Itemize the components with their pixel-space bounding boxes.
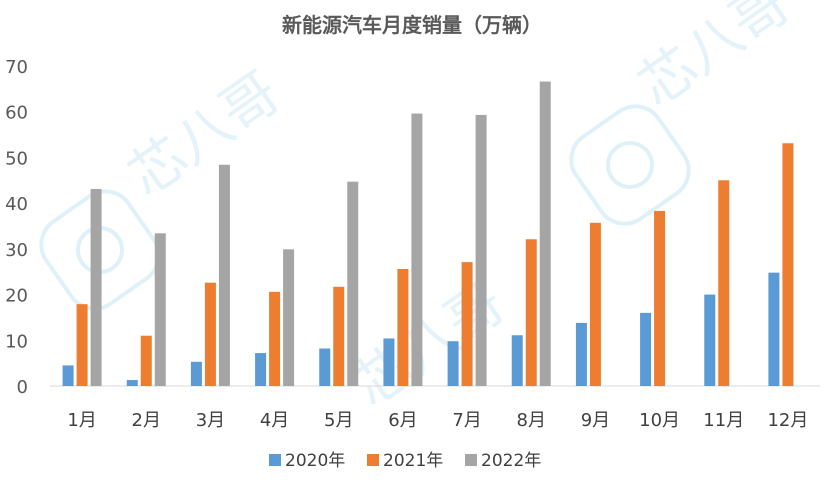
bar-1-12 — [768, 272, 780, 386]
bar-2-6 — [397, 268, 409, 386]
bar-3-4 — [283, 249, 295, 386]
chart-title: 新能源汽车月度销量（万辆） — [282, 13, 542, 37]
bar-1-9 — [575, 322, 587, 386]
bar-3-3 — [218, 164, 230, 386]
bar-2-10 — [654, 210, 666, 386]
bar-1-2 — [126, 380, 138, 386]
bar-2-2 — [140, 335, 152, 386]
legend: 2020年 2021年 2022年 — [269, 451, 541, 471]
legend-swatch — [367, 454, 379, 466]
bar-3-7 — [475, 114, 487, 387]
x-tick-label: 4月 — [260, 410, 289, 431]
bar-2-7 — [461, 262, 473, 386]
y-tick-label: 10 — [5, 331, 28, 352]
bars — [62, 81, 794, 387]
bar-1-8 — [511, 335, 523, 386]
y-axis: 0 10 20 30 40 50 60 70 — [5, 57, 28, 398]
bar-1-6 — [383, 338, 395, 386]
y-tick-label: 70 — [5, 57, 28, 78]
watermark-text: 芯八哥 — [627, 0, 802, 120]
x-tick-label: 6月 — [388, 410, 417, 431]
bar-1-3 — [190, 361, 202, 386]
watermark-text: 芯八哥 — [117, 60, 292, 210]
legend-swatch — [465, 454, 477, 466]
x-tick-label: 9月 — [581, 410, 610, 431]
x-tick-label: 1月 — [67, 410, 96, 431]
bar-2-12 — [782, 143, 794, 386]
y-tick-label: 50 — [5, 148, 28, 169]
bar-1-4 — [255, 353, 267, 386]
bar-2-8 — [525, 239, 537, 386]
bar-2-3 — [204, 282, 216, 386]
bar-2-5 — [333, 286, 345, 386]
x-tick-label: 10月 — [639, 410, 680, 431]
legend-swatch — [269, 454, 281, 466]
watermark-logo — [569, 104, 691, 226]
y-tick-label: 0 — [17, 377, 28, 398]
x-tick-label: 12月 — [767, 410, 808, 431]
y-tick-label: 40 — [5, 194, 28, 215]
bar-1-11 — [704, 294, 716, 386]
bar-3-5 — [347, 181, 359, 386]
bar-1-1 — [62, 365, 74, 386]
y-tick-label: 30 — [5, 240, 28, 261]
y-tick-label: 20 — [5, 286, 28, 307]
bar-3-1 — [90, 188, 102, 386]
legend-label: 2022年 — [481, 451, 541, 471]
x-tick-label: 7月 — [452, 410, 481, 431]
bar-2-1 — [76, 304, 88, 386]
watermark-text: 芯八哥 — [342, 270, 517, 420]
bar-1-5 — [319, 348, 331, 386]
x-axis: 1月 2月 3月 4月 5月 6月 7月 8月 9月 10月 11月 12月 — [67, 410, 808, 431]
x-tick-label: 2月 — [132, 410, 161, 431]
bar-3-2 — [154, 233, 166, 386]
legend-label: 2021年 — [383, 451, 443, 471]
y-tick-label: 60 — [5, 103, 28, 124]
x-tick-label: 11月 — [703, 410, 744, 431]
bar-2-4 — [269, 291, 281, 386]
bar-3-8 — [539, 81, 551, 387]
x-tick-label: 3月 — [196, 410, 225, 431]
bar-3-6 — [411, 113, 423, 387]
bar-1-7 — [447, 341, 459, 386]
legend-label: 2020年 — [285, 451, 345, 471]
bar-1-10 — [640, 312, 652, 386]
x-tick-label: 8月 — [517, 410, 546, 431]
bar-2-9 — [589, 222, 601, 386]
bar-2-11 — [718, 180, 730, 386]
x-tick-label: 5月 — [324, 410, 353, 431]
